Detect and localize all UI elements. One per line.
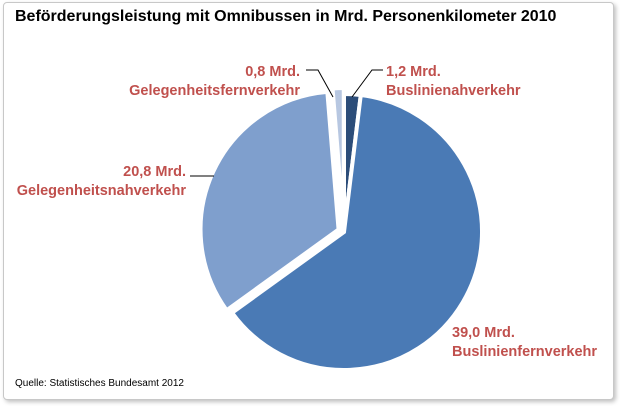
pie-slice-gelegenheitsfernverkehr	[330, 86, 346, 227]
chart-title: Beförderungsleistung mit Omnibussen in M…	[15, 8, 557, 25]
slice-value-label-gelegenheitsfernverkehr: 0,8 Mrd.	[245, 64, 300, 80]
leader-lines	[190, 69, 383, 177]
pie-slice-gelegenheitsnahverkehr	[198, 89, 341, 314]
leader-line-buslinienahverkehr	[351, 69, 383, 98]
slice-name-label-buslinienfernverkehr: Buslinienfernverkehr	[452, 344, 597, 360]
slice-value-label-buslinienahverkehr: 1,2 Mrd.	[386, 64, 441, 80]
slice-name-label-buslinienahverkehr: Buslinienahverkehr	[386, 83, 521, 99]
leader-line-gelegenheitsfernverkehr	[306, 69, 334, 98]
slice-name-label-gelegenheitsnahverkehr: Gelegenheitsnahverkehr	[17, 183, 187, 199]
slice-value-label-gelegenheitsnahverkehr: 20,8 Mrd.	[123, 164, 186, 180]
slice-name-label-gelegenheitsfernverkehr: Gelegenheitsfernverkehr	[129, 83, 300, 99]
pie-slice-buslinienfernverkehr	[229, 92, 484, 372]
source-note: Quelle: Statistisches Bundesamt 2012	[15, 378, 184, 389]
slice-value-label-buslinienfernverkehr: 39,0 Mrd.	[452, 325, 515, 341]
slice-labels: 39,0 Mrd. Buslinienfernverkehr 20,8 Mrd. Ge…	[17, 64, 598, 360]
pie-slices	[198, 86, 484, 372]
